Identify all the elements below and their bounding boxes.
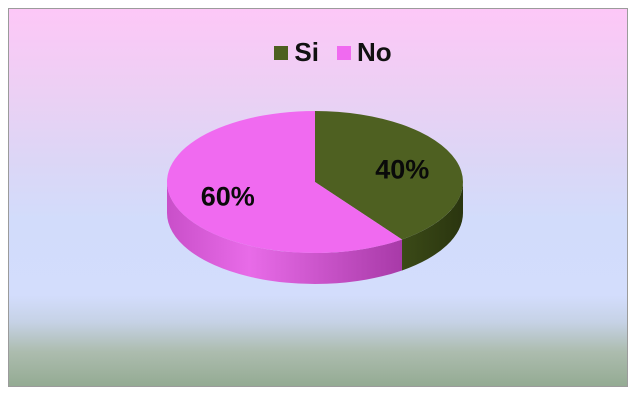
data-label-si: 40% [375,154,429,184]
legend-item-no: No [336,37,392,68]
legend-swatch-no [336,45,351,60]
legend-swatch-si [274,45,289,60]
legend-item-si: Si [274,37,319,68]
data-label-no: 60% [201,182,255,212]
legend-label-si: Si [294,37,319,67]
pie-slice-si [315,111,463,240]
legend-label-no: No [356,37,392,67]
pie-side-si [401,182,463,271]
pie-slice-no [166,111,402,254]
pie-chart: 40% 60% [166,111,463,284]
chart-legend: Si No [9,37,627,68]
pie-side-no [167,182,402,284]
chart-frame: Si No 40% 60% [8,8,628,387]
